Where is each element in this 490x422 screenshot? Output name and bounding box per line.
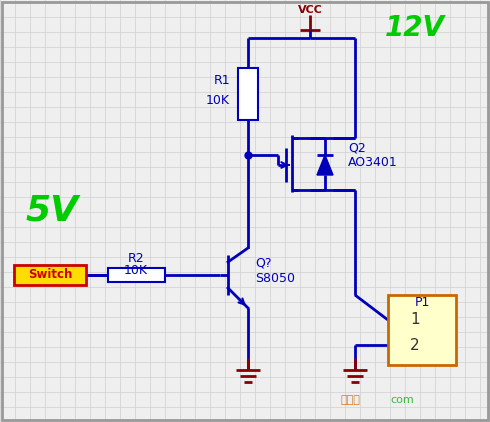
Text: Q?: Q?	[255, 257, 271, 270]
Text: VCC: VCC	[297, 5, 322, 15]
Bar	[238, 68, 258, 120]
Text: 12V: 12V	[385, 14, 445, 42]
Text: 5V: 5V	[25, 193, 78, 227]
Bar	[388, 295, 456, 365]
Text: 10K: 10K	[124, 263, 148, 276]
Text: P1: P1	[415, 295, 430, 308]
Text: R1: R1	[213, 73, 230, 87]
Text: 2: 2	[410, 338, 420, 352]
Polygon shape	[317, 155, 333, 175]
Text: 接线图: 接线图	[340, 395, 360, 405]
Text: S8050: S8050	[255, 271, 295, 284]
Text: R2: R2	[128, 252, 145, 265]
Text: com: com	[390, 395, 414, 405]
Bar	[108, 268, 165, 282]
FancyBboxPatch shape	[14, 265, 86, 285]
Text: 10K: 10K	[206, 94, 230, 106]
Text: 1: 1	[410, 313, 420, 327]
Text: AO3401: AO3401	[348, 155, 398, 168]
Text: Switch: Switch	[28, 268, 72, 281]
Text: Q2: Q2	[348, 141, 366, 154]
